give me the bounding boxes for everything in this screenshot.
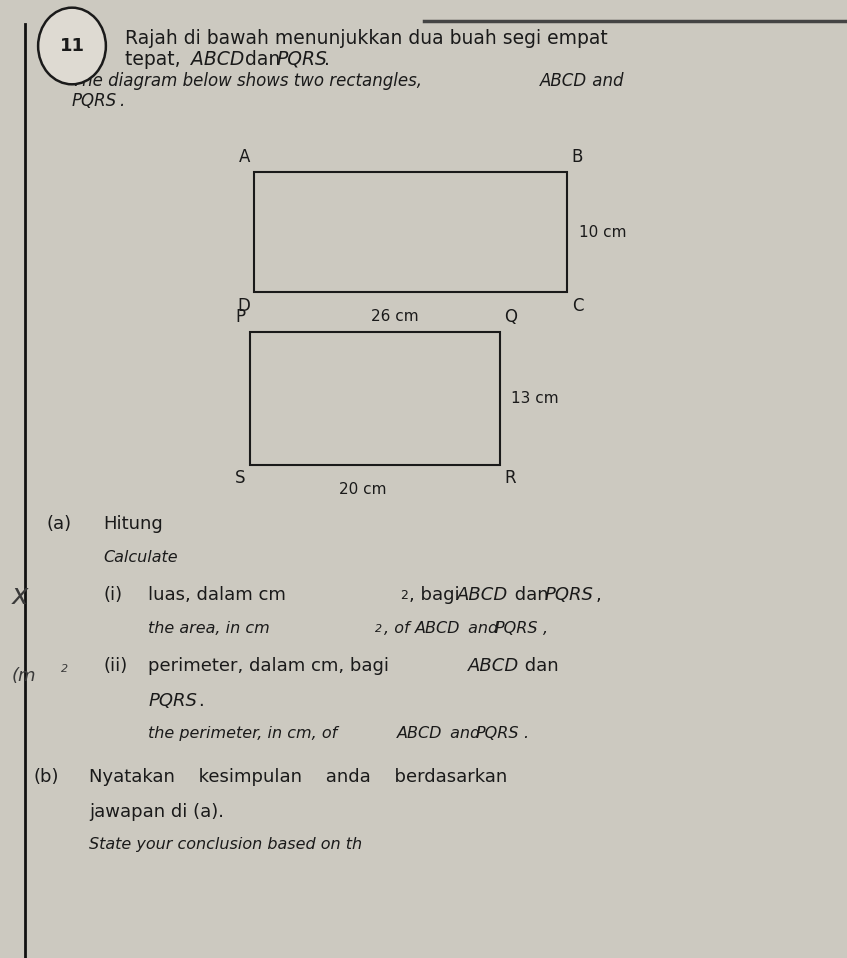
Text: ABCD: ABCD: [457, 586, 509, 604]
Text: tepat,: tepat,: [125, 50, 187, 69]
Text: luas, dalam cm: luas, dalam cm: [148, 586, 286, 604]
Text: and: and: [587, 73, 623, 90]
Text: The diagram below shows two rectangles,: The diagram below shows two rectangles,: [72, 73, 427, 90]
Text: C: C: [572, 297, 584, 315]
Text: (m: (m: [12, 667, 36, 685]
Text: (i): (i): [103, 586, 123, 604]
Text: ABCD: ABCD: [415, 621, 461, 636]
Text: R: R: [504, 469, 516, 488]
Text: Hitung: Hitung: [103, 515, 163, 534]
Text: and: and: [463, 621, 504, 636]
Text: and: and: [445, 726, 485, 741]
Text: ABCD: ABCD: [540, 73, 588, 90]
Bar: [254, 172, 567, 292]
Text: .: .: [119, 92, 124, 109]
Text: PQRS: PQRS: [148, 692, 197, 710]
Text: 2: 2: [61, 664, 68, 673]
Text: 26 cm: 26 cm: [371, 309, 419, 325]
Circle shape: [38, 8, 106, 84]
Text: (b): (b): [34, 768, 59, 787]
Text: P: P: [235, 308, 246, 326]
Text: PQRS: PQRS: [495, 621, 538, 636]
Text: the perimeter, in cm, of: the perimeter, in cm, of: [148, 726, 342, 741]
Text: PQRS: PQRS: [72, 92, 117, 109]
Text: dan: dan: [519, 657, 559, 675]
Text: perimeter, dalam cm, bagi: perimeter, dalam cm, bagi: [148, 657, 395, 675]
Text: (a): (a): [47, 515, 72, 534]
Text: dan: dan: [239, 50, 286, 69]
Text: D: D: [237, 297, 250, 315]
Text: 2: 2: [400, 589, 407, 603]
Text: Nyatakan  kesimpulan  anda  berdasarkan: Nyatakan kesimpulan anda berdasarkan: [89, 768, 507, 787]
Text: S: S: [235, 469, 246, 488]
Text: Rajah di bawah menunjukkan dua buah segi empat: Rajah di bawah menunjukkan dua buah segi…: [125, 29, 608, 48]
Text: jawapan di (a).: jawapan di (a).: [89, 803, 224, 821]
Text: 11: 11: [59, 37, 85, 55]
Text: ABCD: ABCD: [191, 50, 244, 69]
Text: A: A: [239, 148, 250, 166]
Text: 13 cm: 13 cm: [511, 391, 558, 406]
Text: the area, in cm: the area, in cm: [148, 621, 270, 636]
Text: , of: , of: [384, 621, 414, 636]
Text: ABCD: ABCD: [468, 657, 519, 675]
Text: B: B: [572, 148, 583, 166]
Bar: [250, 332, 500, 465]
Text: .: .: [198, 692, 204, 710]
Text: .: .: [324, 50, 330, 69]
Text: ABCD: ABCD: [396, 726, 442, 741]
Text: .: .: [523, 726, 528, 741]
Text: , bagi: , bagi: [409, 586, 466, 604]
Text: 10 cm: 10 cm: [579, 225, 626, 240]
Text: ,: ,: [595, 586, 601, 604]
Text: Q: Q: [504, 308, 517, 326]
Text: Calculate: Calculate: [103, 550, 178, 565]
Text: PQRS: PQRS: [475, 726, 518, 741]
Text: ,: ,: [543, 621, 548, 636]
Text: PQRS: PQRS: [276, 50, 327, 69]
Text: 2: 2: [375, 624, 382, 633]
Text: (ii): (ii): [103, 657, 128, 675]
Text: dan: dan: [509, 586, 555, 604]
Text: x: x: [12, 582, 28, 609]
Text: 20 cm: 20 cm: [339, 482, 386, 497]
Text: PQRS: PQRS: [545, 586, 594, 604]
Text: State your conclusion based on th: State your conclusion based on th: [89, 837, 362, 853]
